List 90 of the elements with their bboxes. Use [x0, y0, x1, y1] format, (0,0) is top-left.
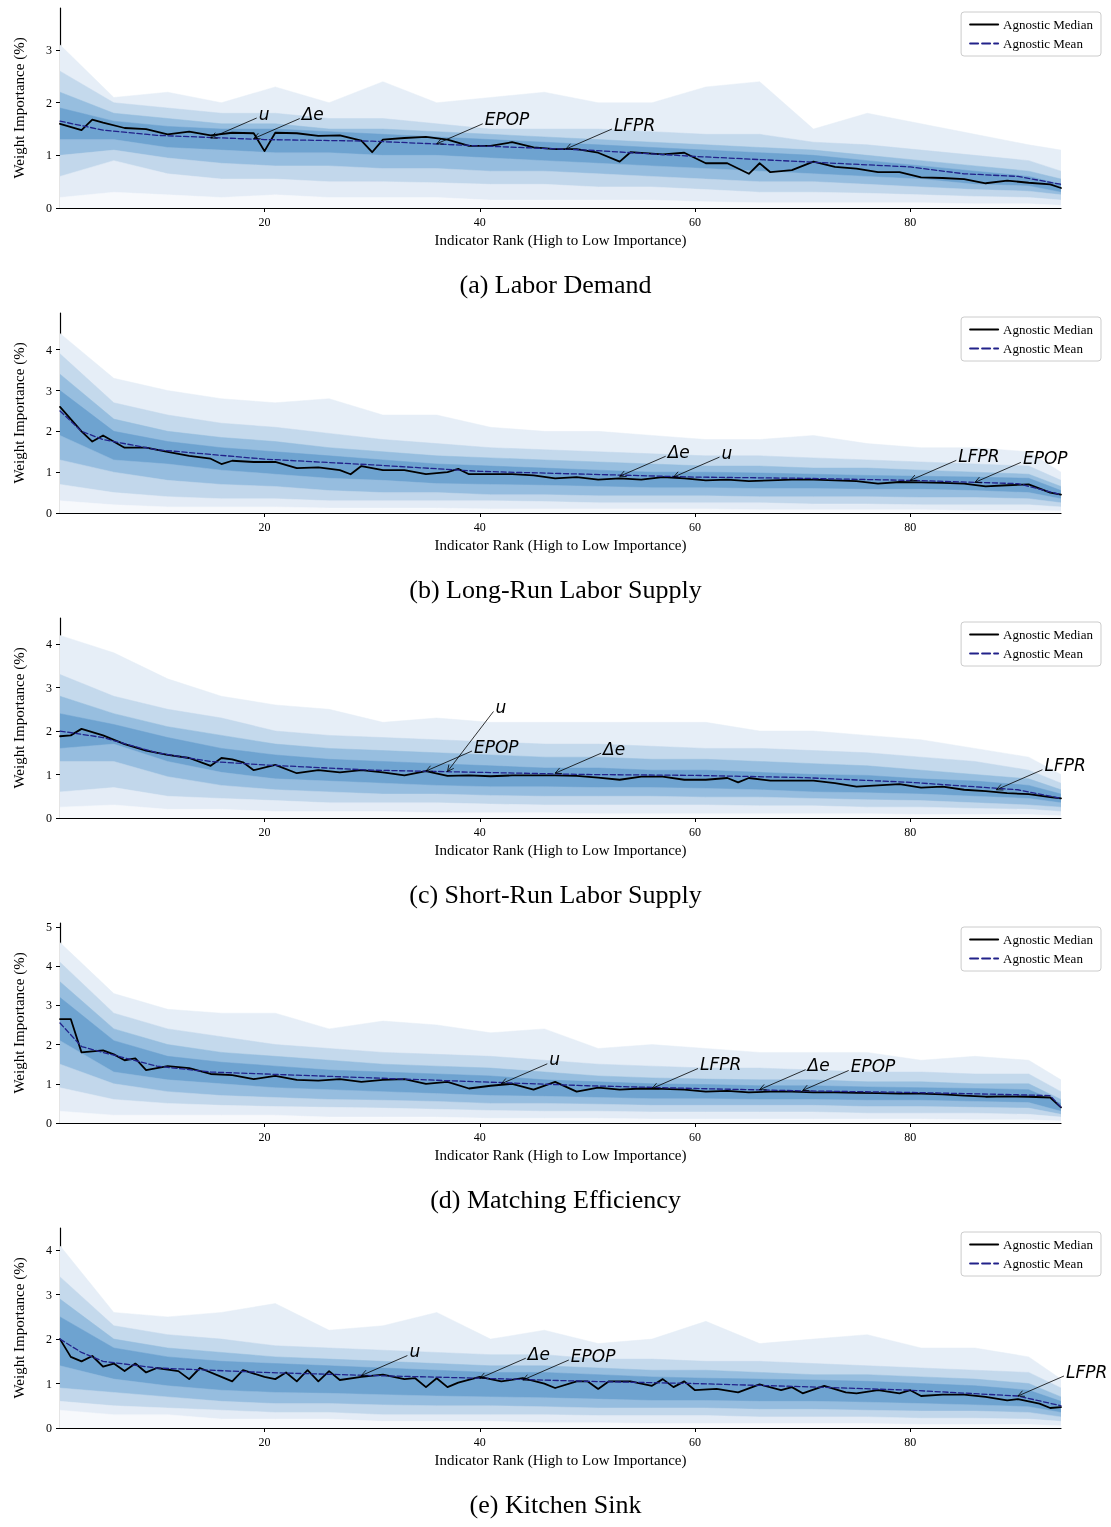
annotation: EPOP	[850, 1055, 897, 1076]
x-tick-label: 60	[689, 825, 702, 839]
y-tick-label: 2	[46, 424, 52, 439]
annotation: LFPR	[958, 445, 1000, 466]
annotation: u	[495, 696, 507, 717]
x-tick-label: 80	[904, 1435, 917, 1449]
legend-label: Agnostic Median	[1003, 17, 1094, 32]
x-tick-label: 80	[904, 520, 917, 534]
x-tick-label: 20	[258, 1130, 271, 1144]
legend-label: Agnostic Mean	[1003, 951, 1084, 966]
x-axis-title: Indicator Rank (High to Low Importance)	[434, 232, 687, 250]
x-tick-label: 20	[258, 1435, 271, 1449]
y-tick-label: 4	[46, 1243, 52, 1258]
x-tick-label: 40	[473, 825, 486, 839]
y-tick-label: 0	[46, 201, 52, 215]
y-axis-title: Weight Importance (%)	[10, 647, 28, 789]
text: (a) Labor Demand	[459, 269, 652, 299]
y-tick-label: 2	[46, 1332, 52, 1347]
y-tick-label: 4	[46, 959, 52, 974]
annotation: LFPR	[699, 1053, 742, 1074]
text: (e) Kitchen Sink	[469, 1489, 642, 1519]
annotation: Δe	[665, 441, 690, 462]
x-axis-title: Indicator Rank (High to Low Importance)	[434, 1147, 687, 1165]
x-tick-label: 80	[904, 215, 917, 229]
x-axis-title: Indicator Rank (High to Low Importance)	[434, 1452, 687, 1470]
x-tick-label: 40	[473, 215, 486, 229]
legend-label: Agnostic Median	[1003, 932, 1094, 947]
y-axis-title: Weight Importance (%)	[10, 37, 28, 179]
legend-label: Agnostic Mean	[1003, 341, 1084, 356]
y-tick-label: 2	[46, 724, 52, 739]
annotation: Δe	[299, 104, 324, 125]
annotation: Δe	[525, 1343, 550, 1364]
text: (d) Matching Efficiency	[430, 1184, 681, 1214]
y-tick-label: 2	[46, 95, 52, 110]
y-tick-label: 4	[46, 342, 52, 357]
y-axis-title: Weight Importance (%)	[10, 1257, 28, 1399]
annotation: EPOP	[570, 1345, 617, 1366]
x-tick-label: 40	[473, 1435, 486, 1449]
legend-label: Agnostic Median	[1003, 627, 1094, 642]
y-tick-label: 2	[46, 1037, 52, 1052]
annotation: EPOP	[484, 109, 531, 130]
x-tick-label: 80	[904, 825, 917, 839]
y-tick-label: 1	[46, 1376, 52, 1391]
y-tick-label: 0	[46, 1116, 52, 1130]
legend-label: Agnostic Mean	[1003, 1256, 1084, 1271]
annotation: LFPR	[1044, 755, 1086, 776]
y-tick-label: 3	[46, 43, 52, 58]
annotation: Δe	[601, 738, 626, 759]
x-tick-label: 60	[689, 215, 702, 229]
y-tick-label: 3	[46, 383, 52, 398]
y-tick-label: 1	[46, 148, 52, 163]
legend-label: Agnostic Median	[1003, 1237, 1094, 1252]
annotation: EPOP	[1022, 447, 1069, 468]
y-tick-label: 3	[46, 998, 52, 1013]
y-tick-label: 1	[46, 1076, 52, 1091]
y-tick-label: 0	[46, 506, 52, 520]
annotation: u	[409, 1341, 421, 1362]
x-tick-label: 20	[258, 520, 271, 534]
legend-label: Agnostic Median	[1003, 322, 1094, 337]
y-tick-label: 5	[46, 919, 52, 934]
annotation: LFPR	[1065, 1361, 1108, 1382]
y-tick-label: 1	[46, 465, 52, 480]
x-tick-label: 20	[258, 215, 271, 229]
y-tick-label: 3	[46, 1287, 52, 1302]
y-tick-label: 3	[46, 680, 52, 695]
text: (b) Long-Run Labor Supply	[409, 574, 702, 604]
legend-label: Agnostic Mean	[1003, 646, 1084, 661]
x-tick-label: 40	[473, 520, 486, 534]
x-tick-label: 60	[689, 520, 702, 534]
y-tick-label: 0	[46, 1421, 52, 1435]
y-axis-title: Weight Importance (%)	[10, 952, 28, 1094]
x-tick-label: 40	[473, 1130, 486, 1144]
text: (c) Short-Run Labor Supply	[409, 879, 702, 909]
y-tick-label: 4	[46, 637, 52, 652]
x-tick-label: 60	[689, 1130, 702, 1144]
y-tick-label: 0	[46, 811, 52, 825]
x-tick-label: 20	[258, 825, 271, 839]
annotation: u	[258, 103, 270, 124]
annotation: LFPR	[613, 114, 656, 135]
y-axis-title: Weight Importance (%)	[10, 342, 28, 484]
annotation: EPOP	[473, 736, 520, 757]
x-tick-label: 60	[689, 1435, 702, 1449]
annotation: u	[549, 1049, 561, 1070]
x-axis-title: Indicator Rank (High to Low Importance)	[434, 842, 687, 860]
x-tick-label: 80	[904, 1130, 917, 1144]
x-axis-title: Indicator Rank (High to Low Importance)	[434, 537, 687, 555]
y-tick-label: 1	[46, 767, 52, 782]
annotation: Δe	[805, 1055, 830, 1076]
annotation: u	[721, 442, 733, 463]
legend-label: Agnostic Mean	[1003, 36, 1084, 51]
